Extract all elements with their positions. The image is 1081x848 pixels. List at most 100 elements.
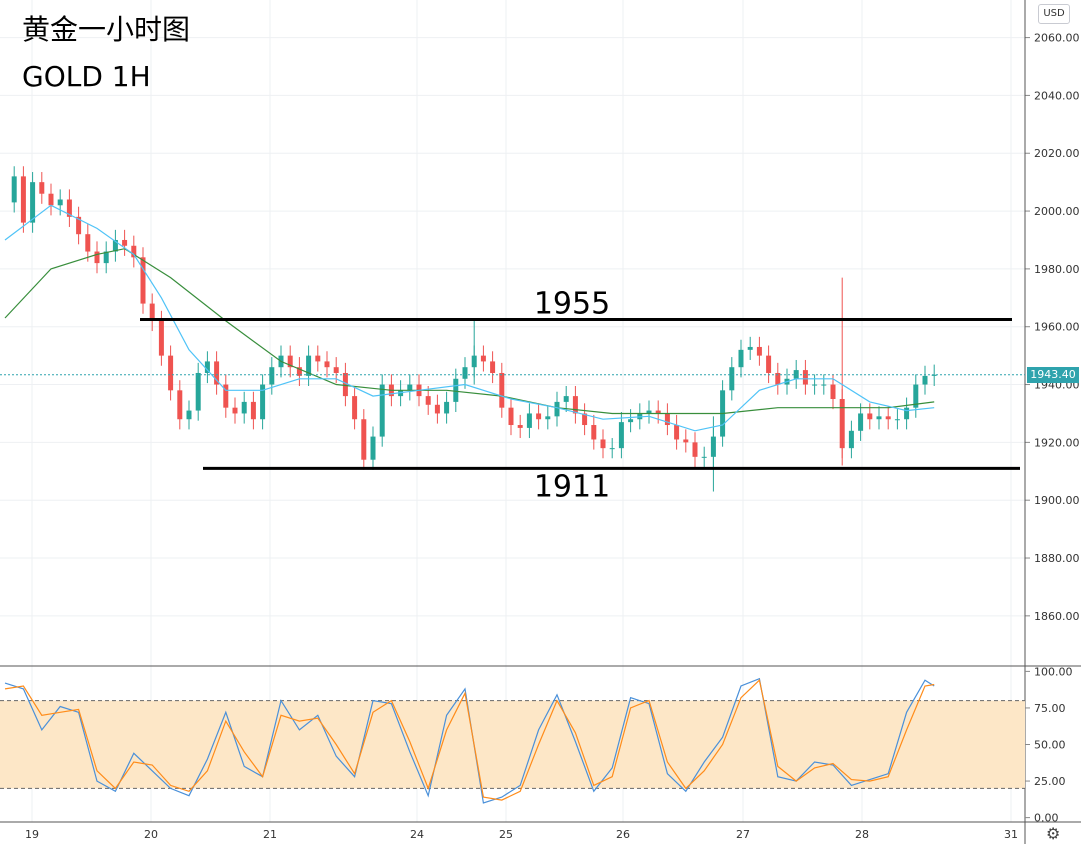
y-tick-label: 2040.00 (1034, 89, 1080, 102)
x-tick-label: 21 (263, 828, 277, 841)
candle-body (480, 355, 486, 362)
ma-fast-line (4, 204, 935, 432)
stoch-d-line (4, 679, 935, 801)
candle-body (204, 361, 210, 373)
candle-body (407, 384, 413, 391)
candle-body (425, 396, 431, 405)
y-tick-label: 2000.00 (1034, 205, 1080, 218)
candle-body (701, 456, 707, 458)
x-tick-label: 26 (616, 828, 630, 841)
candle-body (526, 413, 532, 428)
x-tick-label: 28 (855, 828, 869, 841)
candle-body (802, 370, 808, 385)
candle-body (913, 384, 919, 408)
candle-body (214, 361, 220, 385)
candle-body (812, 384, 818, 386)
candle-body (149, 303, 155, 321)
candle-body (140, 257, 146, 304)
y-tick-label: 1880.00 (1034, 552, 1080, 565)
x-tick-label: 27 (736, 828, 750, 841)
candle-body (361, 419, 367, 460)
candle-body (858, 413, 864, 431)
candle-body (352, 396, 358, 420)
y-tick-label: 1860.00 (1034, 610, 1080, 623)
candle-body (582, 413, 588, 426)
oscillator-band (0, 700, 1025, 789)
osc-tick-label: 25.00 (1034, 775, 1066, 788)
y-tick-label: 1900.00 (1034, 494, 1080, 507)
candle-body (922, 375, 928, 385)
candle-body (683, 439, 689, 443)
candle-body (490, 361, 496, 373)
candle-body (177, 390, 183, 420)
x-tick-label: 24 (410, 828, 424, 841)
candle-body (85, 234, 91, 252)
candle-body (867, 413, 873, 420)
candle-body (646, 410, 652, 414)
candle-body (232, 407, 238, 414)
candle-body (904, 407, 910, 420)
gear-icon[interactable]: ⚙ (1046, 824, 1061, 843)
candle-body (729, 367, 735, 391)
candle-body (57, 199, 63, 206)
candle-body (39, 182, 45, 194)
y-tick-label: 2060.00 (1034, 32, 1080, 45)
candle-body (600, 439, 606, 449)
candle-body (195, 372, 201, 411)
candle-body (269, 367, 275, 385)
candle-body (655, 410, 661, 414)
candle-body (94, 251, 100, 264)
candle-body (315, 355, 321, 362)
candle-body (122, 239, 128, 246)
y-tick-label: 1980.00 (1034, 263, 1080, 276)
candle-body (848, 430, 854, 449)
candle-body (618, 422, 624, 449)
candle-body (664, 413, 670, 426)
candle-body (30, 182, 36, 223)
candle-body (168, 355, 174, 391)
ma-slow-line (4, 248, 935, 415)
candle-body (609, 448, 615, 450)
candle-body (342, 372, 348, 397)
candle-body (444, 401, 450, 414)
candle-body (112, 239, 118, 252)
resistance-label: 1955 (534, 286, 610, 321)
osc-tick-label: 0.00 (1034, 812, 1059, 825)
candle-body (462, 367, 468, 379)
candle-body (517, 425, 523, 428)
candle-body (591, 425, 597, 440)
osc-tick-label: 100.00 (1034, 665, 1073, 678)
candle-body (756, 346, 762, 356)
support-label: 1911 (534, 469, 610, 504)
candle-body (11, 176, 17, 203)
x-tick-label: 19 (25, 828, 39, 841)
candle-body (186, 410, 192, 420)
candle-body (536, 413, 542, 420)
candle-body (499, 372, 505, 408)
chart-title-en: GOLD 1H (22, 60, 151, 93)
x-tick-label: 31 (1004, 828, 1018, 841)
last-price-tag: 1943.40 (1027, 367, 1079, 383)
currency-badge[interactable]: USD (1038, 4, 1070, 24)
osc-tick-label: 50.00 (1034, 739, 1066, 752)
candle-body (324, 361, 330, 368)
candle-body (775, 372, 781, 385)
candle-body (20, 176, 26, 223)
candle-body (250, 401, 256, 420)
candle-body (48, 193, 54, 206)
candle-body (131, 245, 137, 258)
y-tick-label: 1960.00 (1034, 321, 1080, 334)
candle-body (306, 355, 312, 376)
candle-body (830, 384, 836, 399)
candle-body (738, 349, 744, 368)
candle-body (260, 384, 266, 420)
candle-body (931, 374, 937, 376)
y-tick-label: 2020.00 (1034, 147, 1080, 160)
candle-body (572, 396, 578, 414)
osc-tick-label: 75.00 (1034, 702, 1066, 715)
chart-title-cn: 黄金一小时图 (22, 13, 191, 46)
candle-body (379, 384, 385, 437)
candle-body (508, 407, 514, 426)
candle-body (296, 367, 302, 376)
candle-body (628, 419, 634, 423)
